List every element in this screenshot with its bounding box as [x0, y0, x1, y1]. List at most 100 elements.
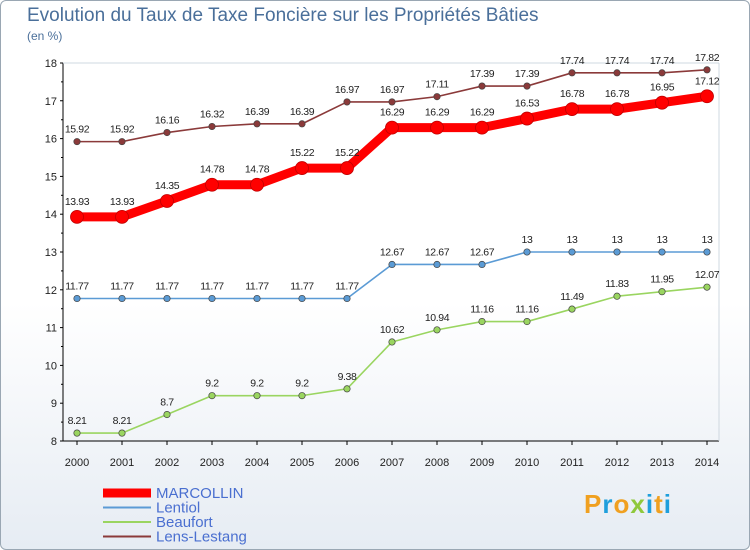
- data-label: 16.32: [200, 109, 225, 121]
- data-label: 16.29: [380, 107, 405, 119]
- data-label: 15.22: [335, 147, 360, 159]
- data-label: 13.93: [110, 196, 135, 208]
- data-label: 17.11: [425, 79, 449, 91]
- data-point: [565, 102, 579, 117]
- y-tick-label: 10: [45, 360, 57, 372]
- data-point: [118, 294, 126, 303]
- data-point: [385, 120, 399, 135]
- data-point: [430, 120, 444, 135]
- x-tick-label: 2013: [650, 457, 674, 469]
- data-label: 11.77: [155, 280, 179, 292]
- data-point: [208, 392, 216, 400]
- data-label: 16.53: [515, 98, 540, 110]
- data-point: [70, 209, 84, 224]
- data-label: 17.39: [515, 68, 540, 80]
- data-point: [388, 338, 396, 346]
- data-labels: 13.93 13.93 14.35 14.78 14.78 15.22 15.22 16.29…: [65, 52, 720, 427]
- data-point: [118, 138, 126, 146]
- x-tick-label: 2004: [245, 457, 269, 469]
- x-tick-label: 2006: [335, 457, 359, 469]
- data-point: [73, 429, 81, 437]
- data-point: [478, 260, 486, 269]
- data-point: [208, 294, 216, 303]
- data-label: 17.12: [695, 75, 720, 87]
- x-tick-label: 2001: [110, 457, 134, 469]
- data-point: [208, 122, 216, 131]
- data-label: 12.67: [425, 246, 450, 258]
- data-point: [73, 138, 81, 146]
- data-point: [658, 288, 666, 296]
- data-point: [433, 326, 441, 334]
- data-point: [610, 102, 624, 117]
- data-point: [163, 294, 171, 303]
- x-tick-label: 2007: [380, 457, 404, 469]
- data-label: 12.07: [695, 269, 720, 281]
- data-label: 17.74: [605, 55, 630, 67]
- data-label: 13: [522, 234, 533, 246]
- y-tick-label: 13: [45, 247, 57, 259]
- data-label: 13.93: [65, 196, 90, 208]
- x-tick-label: 2003: [200, 457, 224, 469]
- logo-letter: r: [602, 489, 614, 519]
- data-point: [523, 318, 531, 326]
- data-label: 16.29: [470, 107, 495, 119]
- data-label: 16.97: [380, 84, 405, 96]
- logo-letter: t: [654, 489, 664, 519]
- data-label: 9.2: [205, 378, 219, 390]
- y-tick-label: 18: [45, 58, 57, 70]
- data-label: 11.49: [560, 291, 584, 303]
- data-point: [250, 177, 264, 192]
- data-point: [703, 283, 711, 291]
- data-point: [700, 89, 714, 104]
- series-layer: [70, 66, 714, 437]
- data-label: 16.39: [290, 106, 315, 118]
- data-label: 17.74: [650, 55, 675, 67]
- y-tick-label: 9: [51, 398, 57, 410]
- data-label: 13: [657, 234, 668, 246]
- data-label: 8.21: [68, 415, 87, 427]
- data-point: [523, 248, 531, 256]
- data-point: [568, 248, 576, 256]
- data-point: [475, 120, 489, 135]
- y-tick-label: 16: [45, 134, 57, 146]
- data-label: 11.77: [245, 280, 269, 292]
- data-point: [295, 161, 309, 175]
- data-label: 10.94: [425, 312, 450, 324]
- data-label: 11.77: [200, 280, 224, 292]
- data-point: [388, 98, 396, 106]
- y-tick-label: 17: [45, 96, 57, 108]
- data-label: 11.95: [650, 274, 674, 286]
- data-point: [118, 429, 126, 437]
- data-point: [343, 294, 351, 303]
- data-label: 11.83: [605, 278, 629, 290]
- axes: 8 9 10 11 12 13 14 15 16 17 18 2000 2001 2002 2003 2004…: [45, 58, 720, 469]
- data-point: [613, 69, 621, 77]
- data-point: [613, 292, 621, 300]
- data-label: 11.16: [515, 304, 539, 316]
- data-label: 11.77: [290, 280, 314, 292]
- data-point: [658, 69, 666, 77]
- x-tick-label: 2009: [470, 457, 494, 469]
- data-point: [160, 194, 174, 208]
- series-line-beaufort: [77, 286, 708, 434]
- legend-label: Lens-Lestang: [156, 529, 247, 546]
- unit-label: (en %): [27, 29, 63, 43]
- data-label: 9.2: [250, 378, 264, 390]
- data-point: [520, 111, 534, 126]
- data-point: [388, 260, 396, 269]
- data-label: 9.38: [338, 371, 357, 383]
- data-point: [568, 305, 576, 313]
- legend-label: Beaufort: [156, 514, 214, 531]
- chart-title: Evolution du Taux de Taxe Foncière sur l…: [27, 5, 539, 26]
- x-tick-label: 2002: [155, 457, 179, 469]
- data-point: [163, 410, 171, 419]
- data-point: [253, 294, 261, 303]
- data-point: [205, 177, 219, 192]
- data-point: [433, 93, 441, 101]
- data-label: 16.78: [560, 88, 585, 100]
- data-label: 9.2: [295, 378, 309, 390]
- data-label: 16.78: [605, 88, 630, 100]
